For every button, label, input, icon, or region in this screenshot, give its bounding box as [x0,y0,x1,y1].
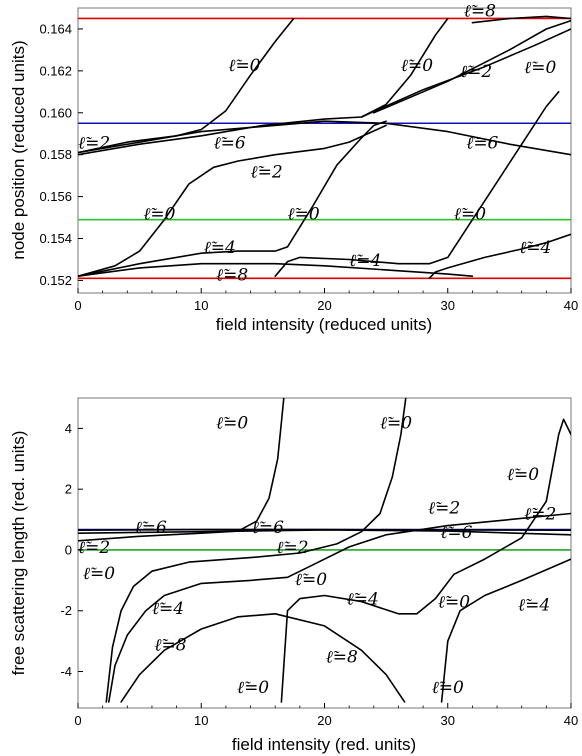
curve-label: ℓ̃=4 [518,596,550,616]
series-curve [120,613,406,703]
x-tick-label: 0 [74,713,81,728]
x-axis-title-bottom: field intensity (red. units) [232,735,416,754]
series-curve [471,15,571,24]
curve-label: ℓ̃=2 [251,163,283,183]
series-curve [78,17,295,154]
y-tick-label: 0.164 [39,21,72,36]
curve-label: ℓ̃=8 [464,1,496,21]
series-curve [274,256,431,277]
curve-label: ℓ̃=6 [466,133,498,153]
series-curve [78,124,387,277]
x-tick-label: 20 [317,298,331,313]
curve-label: ℓ̃=2 [78,538,110,558]
series-curve [78,17,449,156]
curve-label: ℓ̃=2 [78,133,110,153]
x-tick-label: 0 [74,298,81,313]
y-tick-label: -2 [60,603,72,618]
series-curve [78,120,387,277]
y-tick-label: -4 [60,664,72,679]
curve-label: ℓ̃=0 [507,465,539,485]
curve-label: ℓ̃=4 [519,238,551,258]
curve-label: ℓ̃=8 [326,647,358,667]
series-curve [78,398,285,542]
y-tick-label: 4 [65,421,72,436]
curve-label: ℓ̃=0 [454,205,486,225]
curve-label: ℓ̃=4 [347,590,379,610]
series-curve [428,233,571,280]
curve-label: ℓ̃=0 [295,570,327,590]
curve-label: ℓ̃=0 [380,413,412,433]
curve-label: ℓ̃=0 [524,58,556,78]
series-curve [360,28,571,118]
curve-label: ℓ̃=0 [432,678,464,698]
series-curve [78,120,571,156]
curve-label: ℓ̃=4 [204,238,236,258]
x-tick-label: 30 [441,713,455,728]
y-axis-title-top: node position (reduced units) [9,40,28,259]
x-tick-label: 20 [317,713,331,728]
curve-label: ℓ̃=0 [83,564,115,584]
curve-label: ℓ̃=8 [216,265,248,285]
series-curve [428,91,560,265]
y-tick-label: 0.156 [39,189,72,204]
curve-label: ℓ̃=4 [152,599,184,619]
series-curve [105,398,407,703]
y-tick-label: 0.162 [39,63,72,78]
y-tick-label: 0 [65,542,72,557]
y-tick-label: 0.160 [39,105,72,120]
y-axis-title-bottom: free scattering length (red. units) [9,431,28,676]
y-tick-label: 0.154 [39,231,72,246]
curve-label: ℓ̃=0 [228,56,260,76]
series-curve [440,558,571,703]
y-tick-label: 0.158 [39,147,72,162]
curve-label: ℓ̃=0 [288,205,320,225]
y-tick-label: 0.152 [39,273,72,288]
x-tick-label: 10 [194,713,208,728]
x-axis-title-top: field intensity (reduced units) [216,315,432,334]
curve-label: ℓ̃=8 [154,635,186,655]
curve-label: ℓ̃=0 [216,413,248,433]
curve-label: ℓ̃=2 [428,498,460,518]
y-tick-label: 2 [65,482,72,497]
curve-label: ℓ̃=6 [135,518,167,538]
curve-label: ℓ̃=6 [252,518,284,538]
curve-label: ℓ̃=0 [143,205,175,225]
curve-label: ℓ̃=2 [276,538,308,558]
curve-label: ℓ̃=0 [438,593,470,613]
curve-label: ℓ̃=2 [524,505,556,525]
chart-scattering-length: field intensity (red. units) free scatte… [9,397,578,754]
series-curve [280,418,571,703]
curve-label: ℓ̃=0 [401,56,433,76]
series-curve [78,529,571,536]
curve-label: ℓ̃=4 [349,251,381,271]
x-tick-label: 30 [441,298,455,313]
chart-node-position: field intensity (reduced units) node pos… [9,1,578,334]
curve-label: ℓ̃=2 [460,62,492,82]
x-tick-label: 40 [564,713,578,728]
x-tick-label: 40 [564,298,578,313]
curve-label: ℓ̃=6 [214,133,246,153]
series-curve [108,512,571,703]
x-tick-label: 10 [194,298,208,313]
curve-label: ℓ̃=0 [237,678,269,698]
series-curve [78,262,474,277]
series-curve [373,19,571,114]
curve-label: ℓ̃=6 [440,523,472,543]
